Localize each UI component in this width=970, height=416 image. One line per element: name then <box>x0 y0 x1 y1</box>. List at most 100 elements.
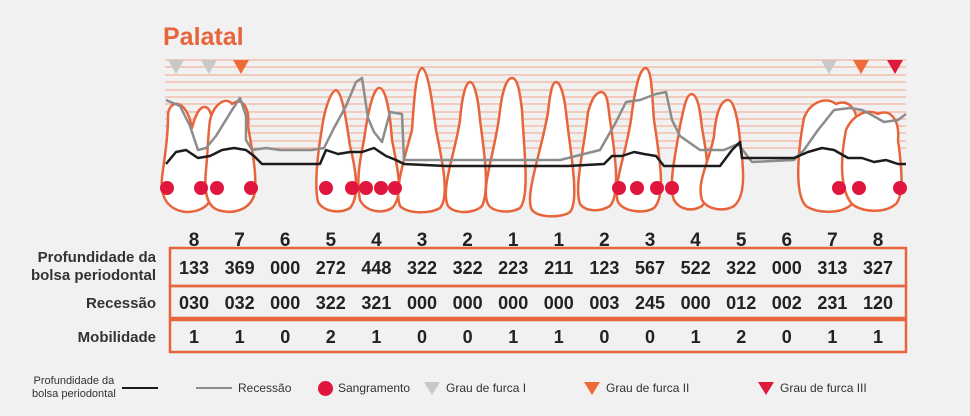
bleeding-markers <box>160 181 907 195</box>
table-cell: 231 <box>817 293 847 313</box>
bleeding-dot <box>194 181 208 195</box>
bleeding-dot <box>160 181 174 195</box>
legend-triangle-swatch <box>584 381 600 395</box>
furcation-triangle <box>168 60 184 74</box>
table-cell: 002 <box>772 293 802 313</box>
table-cell: 321 <box>361 293 391 313</box>
table-cell: 1 <box>235 327 245 347</box>
table-cell: 369 <box>225 258 255 278</box>
bleeding-dot <box>893 181 907 195</box>
tooth-number: 7 <box>234 230 245 251</box>
table-cell: 0 <box>599 327 609 347</box>
table-cell: 0 <box>417 327 427 347</box>
legend-item: Grau de furca II <box>584 368 689 408</box>
legend-item: Recessão <box>196 368 291 408</box>
legend: Profundidade da bolsa periodontal Recessão… <box>0 368 970 408</box>
table-row-box <box>168 318 908 354</box>
bleeding-dot <box>319 181 333 195</box>
legend-label-line: bolsa periodontal <box>32 388 116 400</box>
bleeding-dot <box>345 181 359 195</box>
bleeding-dot <box>374 181 388 195</box>
bleeding-dot <box>630 181 644 195</box>
bleeding-dot <box>612 181 626 195</box>
legend-line-swatch <box>196 387 232 389</box>
table-cell: 133 <box>179 258 209 278</box>
bleeding-dot <box>210 181 224 195</box>
row-label: Mobilidade <box>78 329 156 346</box>
tooth-number: 3 <box>417 230 428 251</box>
legend-triangle-swatch <box>424 381 440 395</box>
furcation-triangle <box>887 60 903 74</box>
table-cell: 0 <box>782 327 792 347</box>
legend-item: Grau de furca I <box>424 368 526 408</box>
tooth <box>396 66 446 214</box>
table-cell: 120 <box>863 293 893 313</box>
table-cell: 223 <box>498 258 528 278</box>
table-cell: 2 <box>326 327 336 347</box>
table-cell: 313 <box>817 258 847 278</box>
table-cell: 000 <box>270 258 300 278</box>
tooth-number: 2 <box>599 230 610 251</box>
tooth-number: 1 <box>508 230 519 251</box>
measurement-lines <box>165 76 907 168</box>
table-cell: 000 <box>772 258 802 278</box>
bleeding-dot <box>359 181 373 195</box>
table-cell: 003 <box>589 293 619 313</box>
table-cell: 245 <box>635 293 665 313</box>
row-label: Recessão <box>86 295 156 312</box>
legend-label-line: Profundidade da <box>33 375 115 387</box>
legend-triangle-swatch <box>758 381 774 395</box>
bleeding-dot <box>665 181 679 195</box>
tooth-number: 1 <box>554 230 565 251</box>
table-cell: 000 <box>453 293 483 313</box>
table-cell: 1 <box>691 327 701 347</box>
tooth <box>699 98 745 211</box>
tooth-number-row: 8 7 6 5 4 3 2 1 1 2 3 4 5 6 7 8 <box>189 230 884 251</box>
furcation-triangle <box>853 60 869 74</box>
row-label: Profundidade da <box>38 249 157 266</box>
table-cell: 000 <box>498 293 528 313</box>
bleeding-dot <box>852 181 866 195</box>
table-cell: 322 <box>726 258 756 278</box>
tooth-number: 4 <box>371 230 382 251</box>
table-row-box <box>168 284 908 320</box>
bleeding-dot <box>832 181 846 195</box>
legend-line-swatch <box>121 387 158 389</box>
table-cell: 1 <box>371 327 381 347</box>
tooth-number: 2 <box>462 230 473 251</box>
table-cell: 567 <box>635 258 665 278</box>
table-cell: 030 <box>179 293 209 313</box>
tooth <box>204 99 257 213</box>
table-cell: 123 <box>589 258 619 278</box>
tooth <box>444 80 488 214</box>
legend-label: Grau de furca III <box>780 381 867 395</box>
table-cell: 522 <box>681 258 711 278</box>
table-cell: 0 <box>280 327 290 347</box>
tooth <box>484 76 527 213</box>
table-cell: 211 <box>544 258 573 278</box>
table-cell: 322 <box>316 293 346 313</box>
table-cell: 000 <box>681 293 711 313</box>
recession-line <box>165 76 907 164</box>
legend-label: Grau de furca I <box>446 381 527 395</box>
table-cell: 032 <box>225 293 255 313</box>
legend-label: Sangramento <box>338 381 411 395</box>
table-cell: 0 <box>645 327 655 347</box>
bleeding-dot <box>244 181 258 195</box>
table-cell: 000 <box>407 293 437 313</box>
furcation-triangle <box>201 60 217 74</box>
table-cell: 1 <box>508 327 518 347</box>
furcation-triangle <box>233 60 249 74</box>
bleeding-dot <box>388 181 402 195</box>
table-cell: 000 <box>270 293 300 313</box>
legend-item: Profundidade da bolsa periodontal <box>32 368 164 408</box>
table-cell: 1 <box>827 327 837 347</box>
legend-item: Grau de furca III <box>758 368 867 408</box>
table-cell: 448 <box>361 258 391 278</box>
table-cell: 327 <box>863 258 893 278</box>
furcation-triangle <box>821 60 837 74</box>
tooth-number: 5 <box>736 230 747 251</box>
tooth-number: 8 <box>873 230 884 251</box>
